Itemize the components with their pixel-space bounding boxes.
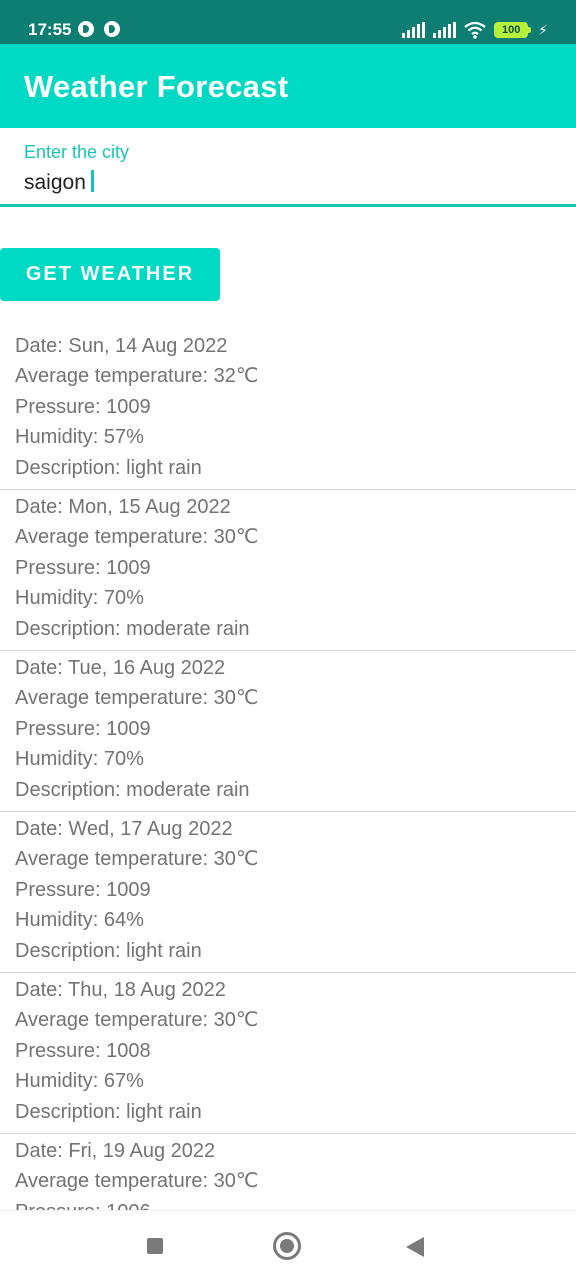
forecast-item: Date: Fri, 19 Aug 2022 Average temperatur…	[0, 1134, 576, 1211]
forecast-temperature: Average temperature: 32℃	[15, 365, 259, 388]
app-notification-icon	[104, 21, 120, 37]
signal-icon	[402, 22, 426, 38]
app-title: Weather Forecast	[24, 69, 289, 104]
nav-home-icon[interactable]	[273, 1232, 301, 1260]
forecast-date: Date: Sun, 14 Aug 2022	[15, 335, 228, 357]
battery-icon: 100	[494, 22, 532, 38]
forecast-temperature: Average temperature: 30℃	[15, 1009, 259, 1032]
forecast-date: Date: Mon, 15 Aug 2022	[15, 496, 231, 518]
notification-icons	[78, 21, 120, 37]
city-input[interactable]	[22, 166, 546, 200]
status-bar: 17:55 100 ⚡	[0, 0, 576, 44]
forecast-humidity: Humidity: 57%	[15, 426, 144, 449]
forecast-humidity: Humidity: 67%	[15, 1070, 144, 1093]
forecast-date: Date: Thu, 18 Aug 2022	[15, 979, 226, 1001]
forecast-pressure: Pressure: 1009	[15, 556, 151, 579]
forecast-description: Description: moderate rain	[15, 617, 250, 640]
forecast-pressure: Pressure: 1009	[15, 395, 151, 418]
status-time: 17:55	[28, 20, 72, 39]
forecast-description: Description: light rain	[15, 1100, 202, 1123]
city-field[interactable]: Enter the city	[0, 128, 576, 208]
forecast-temperature: Average temperature: 30℃	[15, 687, 259, 710]
city-field-label: Enter the city	[24, 142, 130, 162]
forecast-pressure: Pressure: 1006	[15, 1196, 576, 1211]
app-notification-icon	[78, 21, 94, 37]
forecast-humidity: Humidity: 70%	[15, 748, 144, 771]
nav-recents-icon[interactable]	[147, 1238, 163, 1254]
status-indicators: 100 ⚡	[402, 20, 548, 40]
forecast-temperature: Average temperature: 30℃	[15, 848, 259, 871]
forecast-item: Date: Tue, 16 Aug 2022 Average temperatur…	[0, 651, 576, 812]
forecast-pressure: Pressure: 1009	[15, 878, 151, 901]
app-bar: Weather Forecast	[0, 44, 576, 128]
forecast-pressure: Pressure: 1008	[15, 1039, 151, 1062]
forecast-date: Date: Fri, 19 Aug 2022	[15, 1140, 216, 1162]
forecast-item: Date: Mon, 15 Aug 2022 Average temperatur…	[0, 490, 576, 651]
forecast-date: Date: Wed, 17 Aug 2022	[15, 818, 233, 840]
forecast-temperature: Average temperature: 30℃	[15, 1170, 259, 1193]
forecast-item: Date: Thu, 18 Aug 2022 Average temperatur…	[0, 973, 576, 1134]
forecast-humidity: Humidity: 64%	[15, 909, 144, 932]
forecast-item: Date: Wed, 17 Aug 2022 Average temperatur…	[0, 812, 576, 973]
wifi-icon	[464, 21, 486, 39]
city-field-underline	[0, 204, 576, 207]
forecast-description: Description: light rain	[15, 939, 202, 962]
forecast-description: Description: moderate rain	[15, 778, 250, 801]
charging-icon: ⚡	[538, 21, 548, 38]
nav-back-icon[interactable]	[406, 1237, 424, 1257]
signal-icon	[433, 22, 457, 38]
forecast-date: Date: Tue, 16 Aug 2022	[15, 657, 226, 679]
navigation-bar	[0, 1210, 576, 1281]
forecast-temperature: Average temperature: 30℃	[15, 526, 259, 549]
forecast-humidity: Humidity: 70%	[15, 587, 144, 610]
forecast-pressure: Pressure: 1009	[15, 717, 151, 740]
text-cursor	[91, 170, 94, 192]
forecast-description: Description: light rain	[15, 456, 202, 479]
get-weather-button[interactable]: GET WEATHER	[0, 248, 220, 301]
forecast-list[interactable]: Date: Sun, 14 Aug 2022 Average temperatur…	[0, 329, 576, 1211]
forecast-item: Date: Sun, 14 Aug 2022 Average temperatur…	[0, 329, 576, 490]
